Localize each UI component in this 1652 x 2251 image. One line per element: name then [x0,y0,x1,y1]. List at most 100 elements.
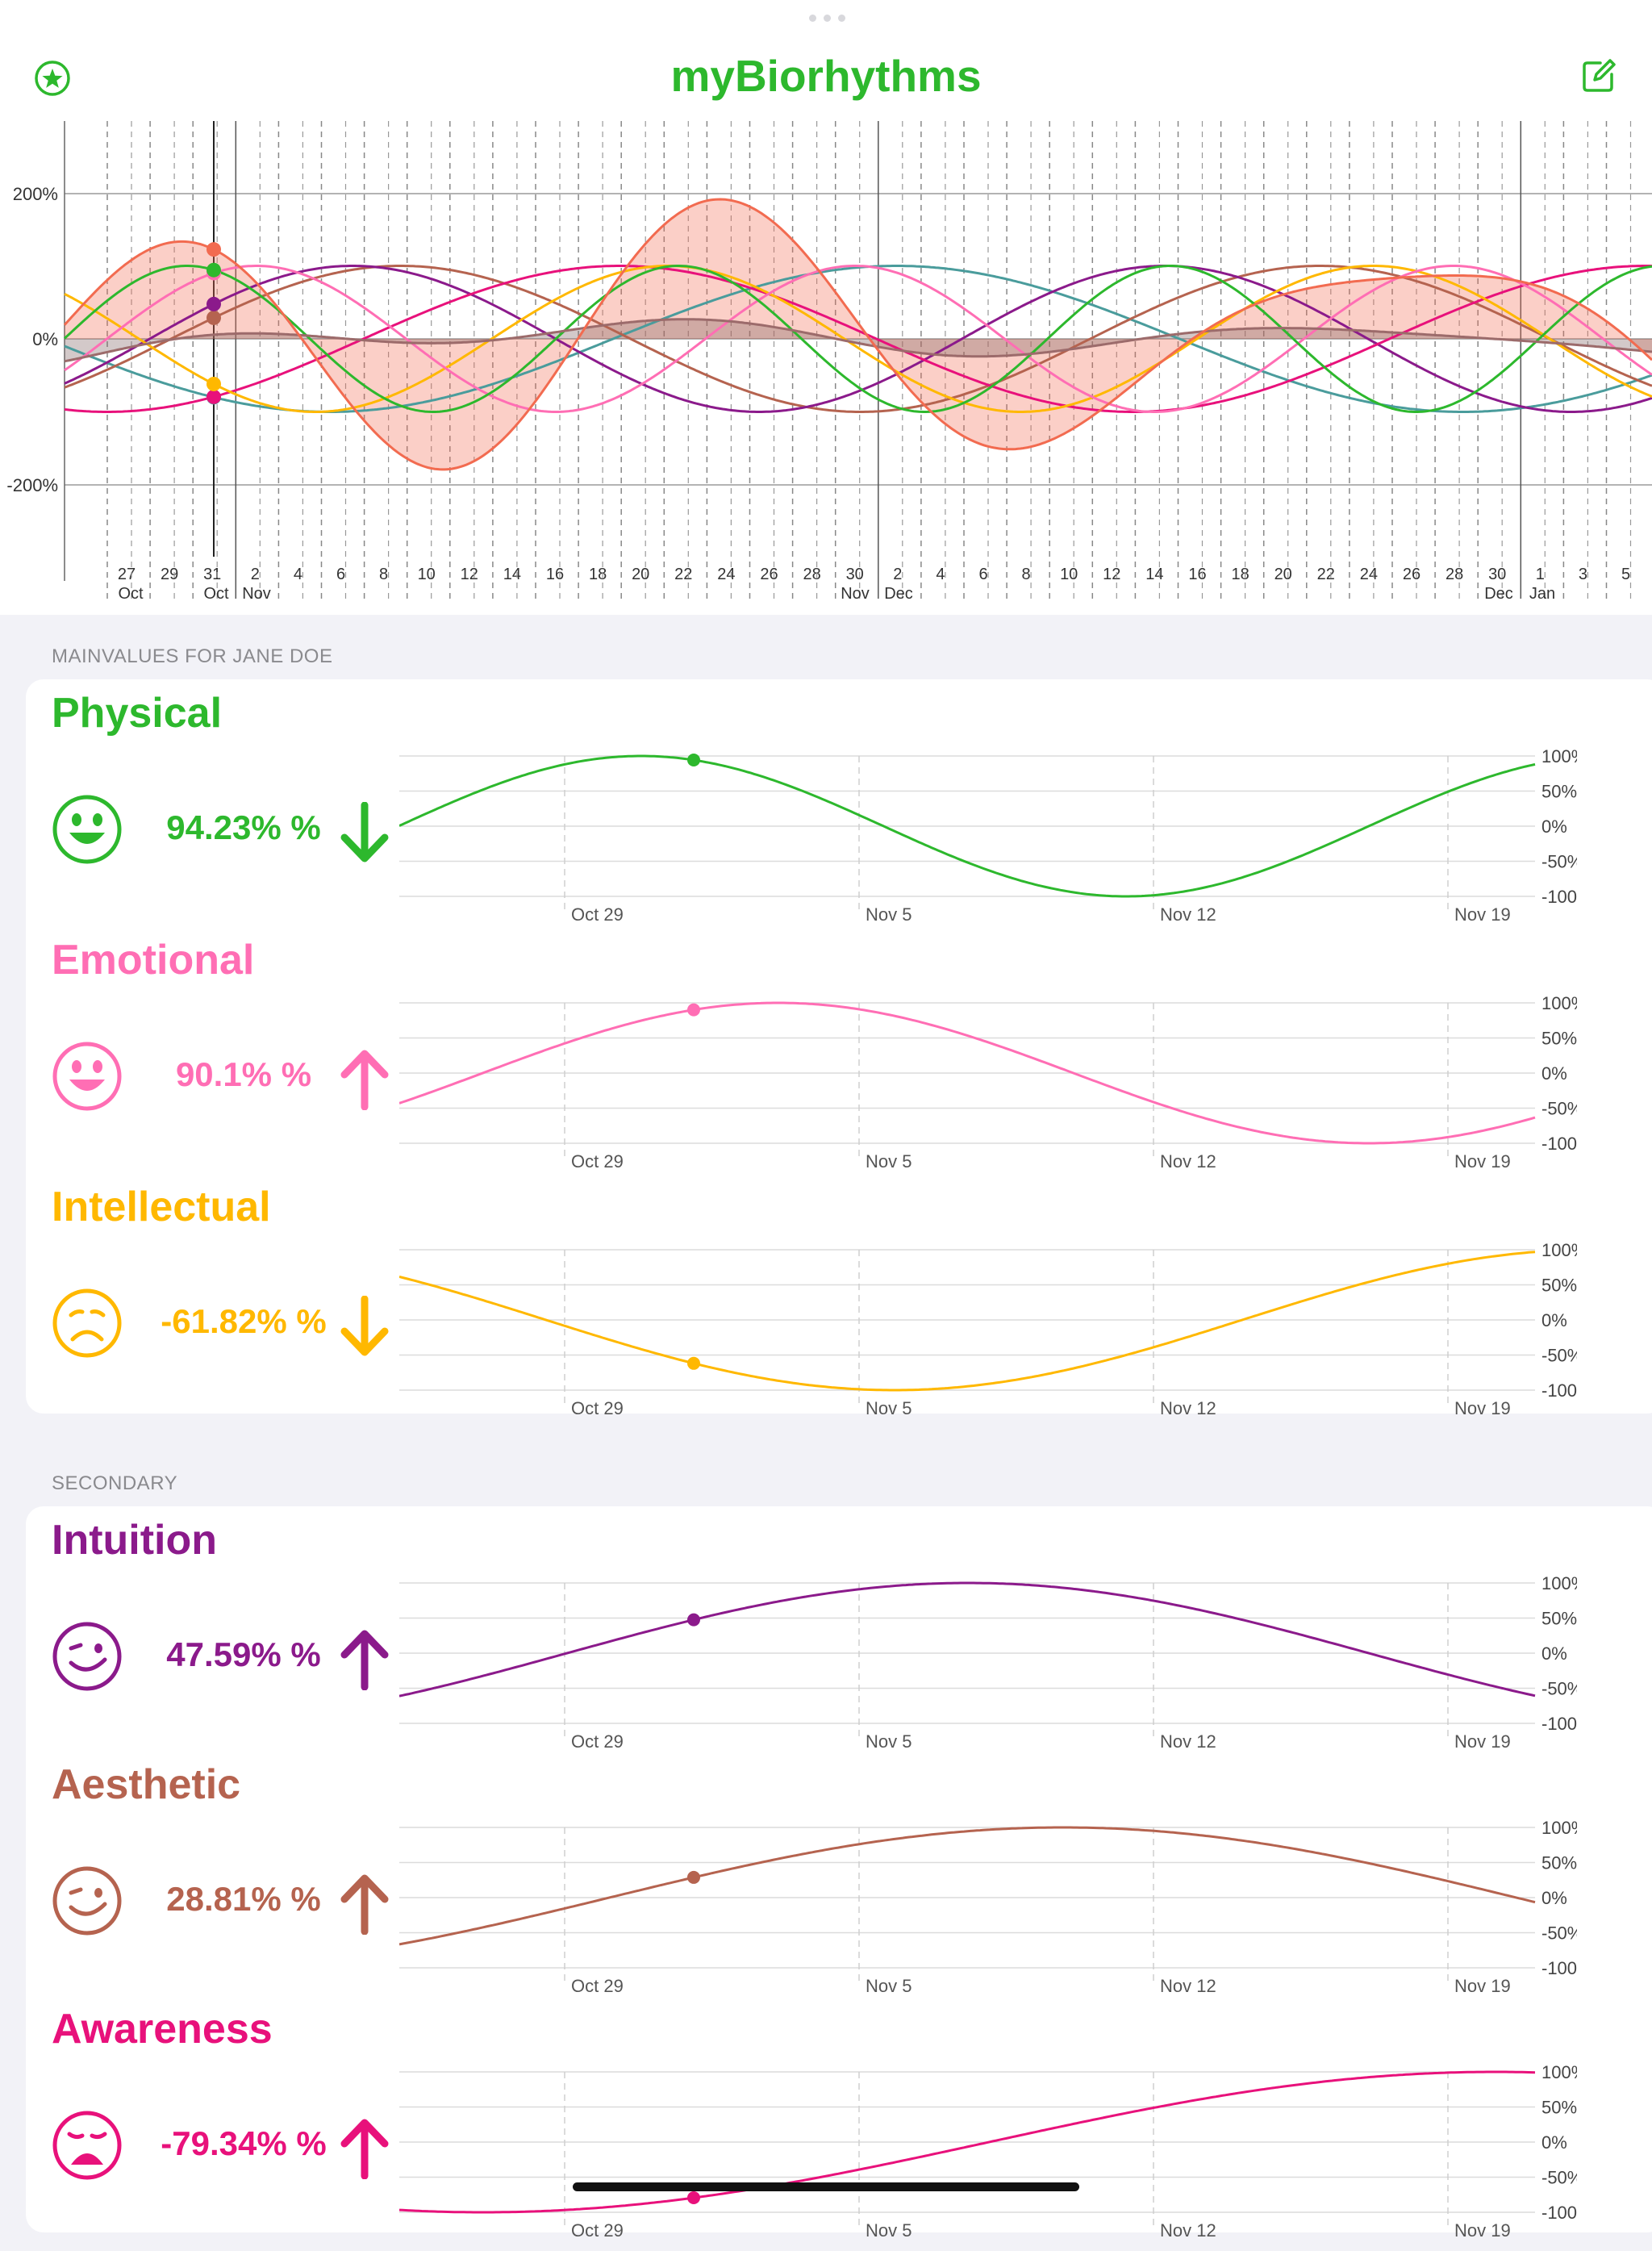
x-day-label: 2 [251,566,260,583]
x-day-label: 10 [1060,566,1078,583]
mini-x-label: Nov 5 [866,1976,912,1996]
rhythm-row-awareness[interactable]: Awareness -79.34% % 100% 50% 0% -50% -100% Oct … [26,2005,1652,2251]
x-day-label: 31 [203,566,221,583]
intellectual-series-line [64,265,1652,413]
arrow-up-icon [340,1050,389,1110]
rhythm-value: 47.59% % [166,1635,321,1673]
mini-x-label: Nov 19 [1454,1151,1511,1171]
face-mouth [70,1330,104,1342]
x-day-label: 18 [589,566,607,583]
face-eye [93,813,102,826]
secondary-card: Intuition 47.59% % 100% 50% 0% -50% -100% Oct 2… [26,1506,1652,2241]
face-mouth [69,833,105,844]
mini-x-label: Nov 12 [1160,1731,1216,1752]
x-day-label: 20 [1274,566,1292,583]
mini-y-label: 50% [1541,782,1577,802]
mini-y-label: -50% [1541,1679,1577,1699]
intellectual-today-point [687,1356,700,1370]
x-day-label: 30 [846,566,864,583]
x-day-label: 12 [461,566,478,583]
mini-y-label: -100% [1541,1134,1577,1154]
arrow-glyph [340,1874,389,1935]
mini-y-label: -100% [1541,1380,1577,1401]
mini-x-label: Oct 29 [571,1398,624,1418]
x-day-label: 26 [1403,566,1420,583]
mini-x-label: Nov 12 [1160,1151,1216,1171]
intellectual-mini-line [399,1251,1536,1392]
face-mouth [71,2153,103,2165]
physical-mini-chart[interactable]: 100% 50% 0% -50% -100% Oct 29 Nov 5 Nov 12 Nov 1… [399,733,1577,935]
intellectual-today-point [206,376,221,391]
rhythm-name: Intuition [52,1517,218,1564]
awareness-today-point [206,389,221,404]
star-icon[interactable] [34,60,71,97]
mini-x-label: Nov 12 [1160,1976,1216,1996]
mini-y-label: 50% [1541,1276,1577,1296]
mini-y-label: -50% [1541,852,1577,872]
rhythm-value: 28.81% % [166,1880,321,1918]
sum-area [65,199,1652,470]
physical-today-point [206,262,221,278]
rhythm-row-intellectual[interactable]: Intellectual -61.82% % 100% 50% 0% -50% -100% O… [26,1183,1652,1429]
mini-y-label: 0% [1541,816,1567,837]
physical-mini-line [399,754,1536,898]
rhythm-name: Emotional [52,937,255,984]
mini-x-label: Nov 19 [1454,1398,1511,1418]
x-day-label: 2 [893,566,902,583]
awareness-series-line [64,265,1652,413]
arrow-glyph [340,1630,389,1690]
face-eye [90,1309,106,1318]
mini-x-label: Oct 29 [571,1151,624,1171]
rhythm-row-physical[interactable]: Physical 94.23% % 100% 50% 0% -50% -100% Oct 29… [26,689,1652,935]
mini-x-label: Oct 29 [571,2220,624,2241]
x-day-label: 4 [294,566,302,583]
awareness-mini-chart[interactable]: 100% 50% 0% -50% -100% Oct 29 Nov 5 Nov 12 Nov 1… [399,2049,1577,2251]
y-axis-label: 200% [13,184,58,204]
x-day-label: 22 [674,566,692,583]
rhythm-row-aesthetic[interactable]: Aesthetic 28.81% % 100% 50% 0% -50% -100% Oct 2… [26,1760,1652,2007]
secondary-header: SECONDARY [52,1472,178,1494]
face-outline [52,1622,122,1691]
x-day-label: 16 [546,566,564,583]
home-indicator[interactable] [573,2182,1079,2191]
face-eye [93,1060,102,1073]
rhythm-row-emotional[interactable]: Emotional 90.1% % 100% 50% 0% -50% -100% Oct 29… [26,936,1652,1182]
mini-y-label: -100% [1541,2203,1577,2223]
x-day-label: 24 [717,566,735,583]
x-day-label: 28 [1446,566,1463,583]
mini-y-label: 0% [1541,1888,1567,1908]
aesthetic-today-point [206,310,221,325]
compose-icon[interactable] [1579,58,1617,95]
x-month-label: Dec [884,585,913,603]
aesthetic-mini-chart[interactable]: 100% 50% 0% -50% -100% Oct 29 Nov 5 Nov 12 Nov 1… [399,1805,1577,2007]
rhythm-value: -79.34% % [161,2124,327,2162]
x-month-label: Oct [203,585,229,603]
x-day-label: 8 [1022,566,1031,583]
aesthetic-series-line [64,265,1652,413]
intellectual-mini-chart[interactable]: 100% 50% 0% -50% -100% Oct 29 Nov 5 Nov 12 Nov 1… [399,1227,1577,1429]
mini-x-label: Nov 12 [1160,904,1216,925]
x-month-label: Jan [1529,585,1555,603]
arrow-glyph [340,1050,389,1110]
mini-x-label: Nov 5 [866,1731,912,1752]
rhythm-name: Physical [52,690,223,737]
awareness-today-point [687,2191,700,2205]
mini-y-label: 100% [1541,746,1577,766]
x-day-label: 8 [379,566,388,583]
x-day-label: 30 [1488,566,1506,583]
intuition-mini-chart[interactable]: 100% 50% 0% -50% -100% Oct 29 Nov 5 Nov 12 Nov 1… [399,1560,1577,1762]
biorhythm-overview-chart[interactable]: 200%0%-200%27 29 31 2 4 6 8 10 12 14 16 18 20 22 24 26 2… [0,113,1652,615]
x-day-label: 6 [336,566,345,583]
face-mouth [69,1657,107,1672]
rhythm-row-intuition[interactable]: Intuition 47.59% % 100% 50% 0% -50% -100% Oct 2… [26,1516,1652,1762]
x-day-label: 26 [760,566,778,583]
face-eye [94,1888,102,1898]
sad-face-icon [52,1288,122,1358]
mini-x-label: Nov 12 [1160,1398,1216,1418]
x-day-label: 10 [418,566,436,583]
emotional-mini-chart[interactable]: 100% 50% 0% -50% -100% Oct 29 Nov 5 Nov 12 Nov 1… [399,980,1577,1182]
mini-y-label: 50% [1541,2098,1577,2118]
emotional-today-point [687,1003,700,1017]
multitasking-grabber[interactable] [809,15,845,22]
mini-y-label: -100% [1541,887,1577,907]
